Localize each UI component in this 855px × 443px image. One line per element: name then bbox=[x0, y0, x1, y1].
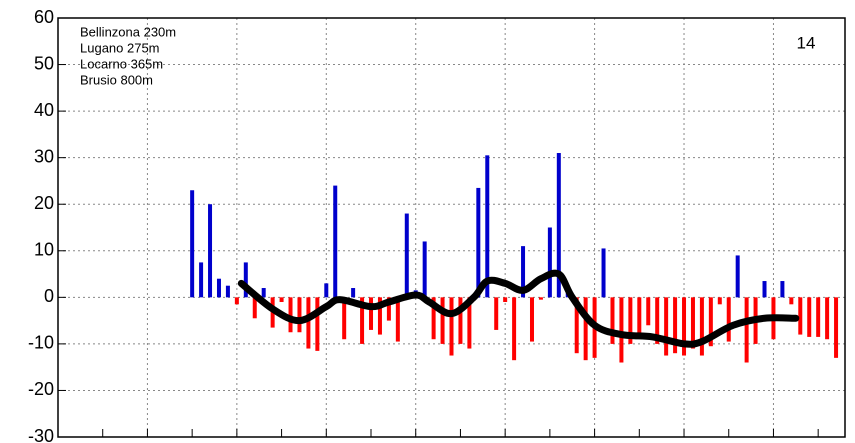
plot-frame bbox=[57, 17, 846, 438]
bar bbox=[673, 297, 678, 354]
bar bbox=[690, 297, 695, 349]
bar bbox=[333, 185, 338, 298]
bar bbox=[449, 297, 454, 356]
bar bbox=[422, 241, 427, 298]
y-tick-label: 0 bbox=[44, 286, 54, 306]
bar bbox=[682, 297, 687, 356]
bar bbox=[243, 262, 248, 298]
bar bbox=[735, 255, 740, 298]
bar bbox=[637, 297, 642, 337]
bar bbox=[208, 204, 213, 298]
bar bbox=[834, 297, 839, 358]
bar bbox=[726, 297, 731, 342]
y-tick-label: 50 bbox=[34, 53, 54, 73]
bar bbox=[601, 248, 606, 298]
bar bbox=[199, 262, 204, 298]
y-tick-label: -20 bbox=[28, 379, 54, 399]
y-tick-label: 10 bbox=[34, 240, 54, 260]
bar bbox=[369, 297, 374, 330]
bar bbox=[360, 297, 365, 344]
annotation: Lugano 275m bbox=[80, 40, 160, 55]
bar bbox=[628, 297, 633, 344]
bar bbox=[780, 281, 785, 298]
bar bbox=[798, 297, 803, 335]
bar bbox=[386, 297, 391, 321]
bar bbox=[377, 297, 382, 335]
bar bbox=[216, 278, 221, 298]
bar bbox=[574, 297, 579, 354]
bar bbox=[395, 297, 400, 342]
bar bbox=[279, 297, 284, 302]
bar bbox=[583, 297, 588, 361]
y-tick-label: 60 bbox=[34, 7, 54, 27]
bar bbox=[431, 297, 436, 340]
bar bbox=[261, 288, 266, 298]
bar bbox=[556, 153, 561, 298]
bar bbox=[825, 297, 830, 340]
bar bbox=[807, 297, 812, 337]
smooth-line bbox=[237, 269, 800, 348]
annotation: Locarno 365m bbox=[80, 56, 163, 71]
bar bbox=[190, 190, 195, 298]
bar bbox=[503, 297, 508, 302]
bar bbox=[315, 297, 320, 351]
y-tick-label: 20 bbox=[34, 193, 54, 213]
bar bbox=[485, 155, 490, 298]
bar bbox=[744, 297, 749, 363]
bar bbox=[619, 297, 624, 363]
annotation: Brusio 800m bbox=[80, 72, 153, 87]
bar bbox=[610, 297, 615, 344]
bar bbox=[717, 297, 722, 305]
bar bbox=[529, 297, 534, 342]
bar bbox=[512, 297, 517, 361]
y-tick-label: 40 bbox=[34, 100, 54, 120]
y-tick-label: -10 bbox=[28, 333, 54, 353]
bar bbox=[288, 297, 293, 333]
bar bbox=[440, 297, 445, 344]
bar bbox=[234, 297, 239, 305]
bar bbox=[655, 297, 660, 344]
bar bbox=[306, 297, 311, 349]
bar bbox=[467, 297, 472, 349]
bar bbox=[494, 297, 499, 330]
bar bbox=[342, 297, 347, 340]
bar bbox=[789, 297, 794, 305]
bar bbox=[404, 213, 409, 298]
bar bbox=[351, 288, 356, 298]
bar bbox=[458, 297, 463, 344]
y-tick-label: -30 bbox=[28, 426, 54, 443]
bar bbox=[252, 297, 257, 319]
bar bbox=[664, 297, 669, 356]
bar bbox=[225, 285, 230, 298]
bar bbox=[762, 281, 767, 298]
bar bbox=[699, 297, 704, 356]
bar bbox=[538, 297, 543, 300]
bar bbox=[297, 297, 302, 333]
bar bbox=[816, 297, 821, 337]
bar bbox=[646, 297, 651, 326]
bar bbox=[476, 187, 481, 298]
corner-label: 14 bbox=[797, 33, 816, 52]
bar bbox=[324, 283, 329, 298]
bar bbox=[708, 297, 713, 347]
bar bbox=[547, 227, 552, 298]
bar bbox=[521, 246, 526, 298]
y-tick-label: 30 bbox=[34, 146, 54, 166]
annotation: Bellinzona 230m bbox=[80, 24, 176, 39]
